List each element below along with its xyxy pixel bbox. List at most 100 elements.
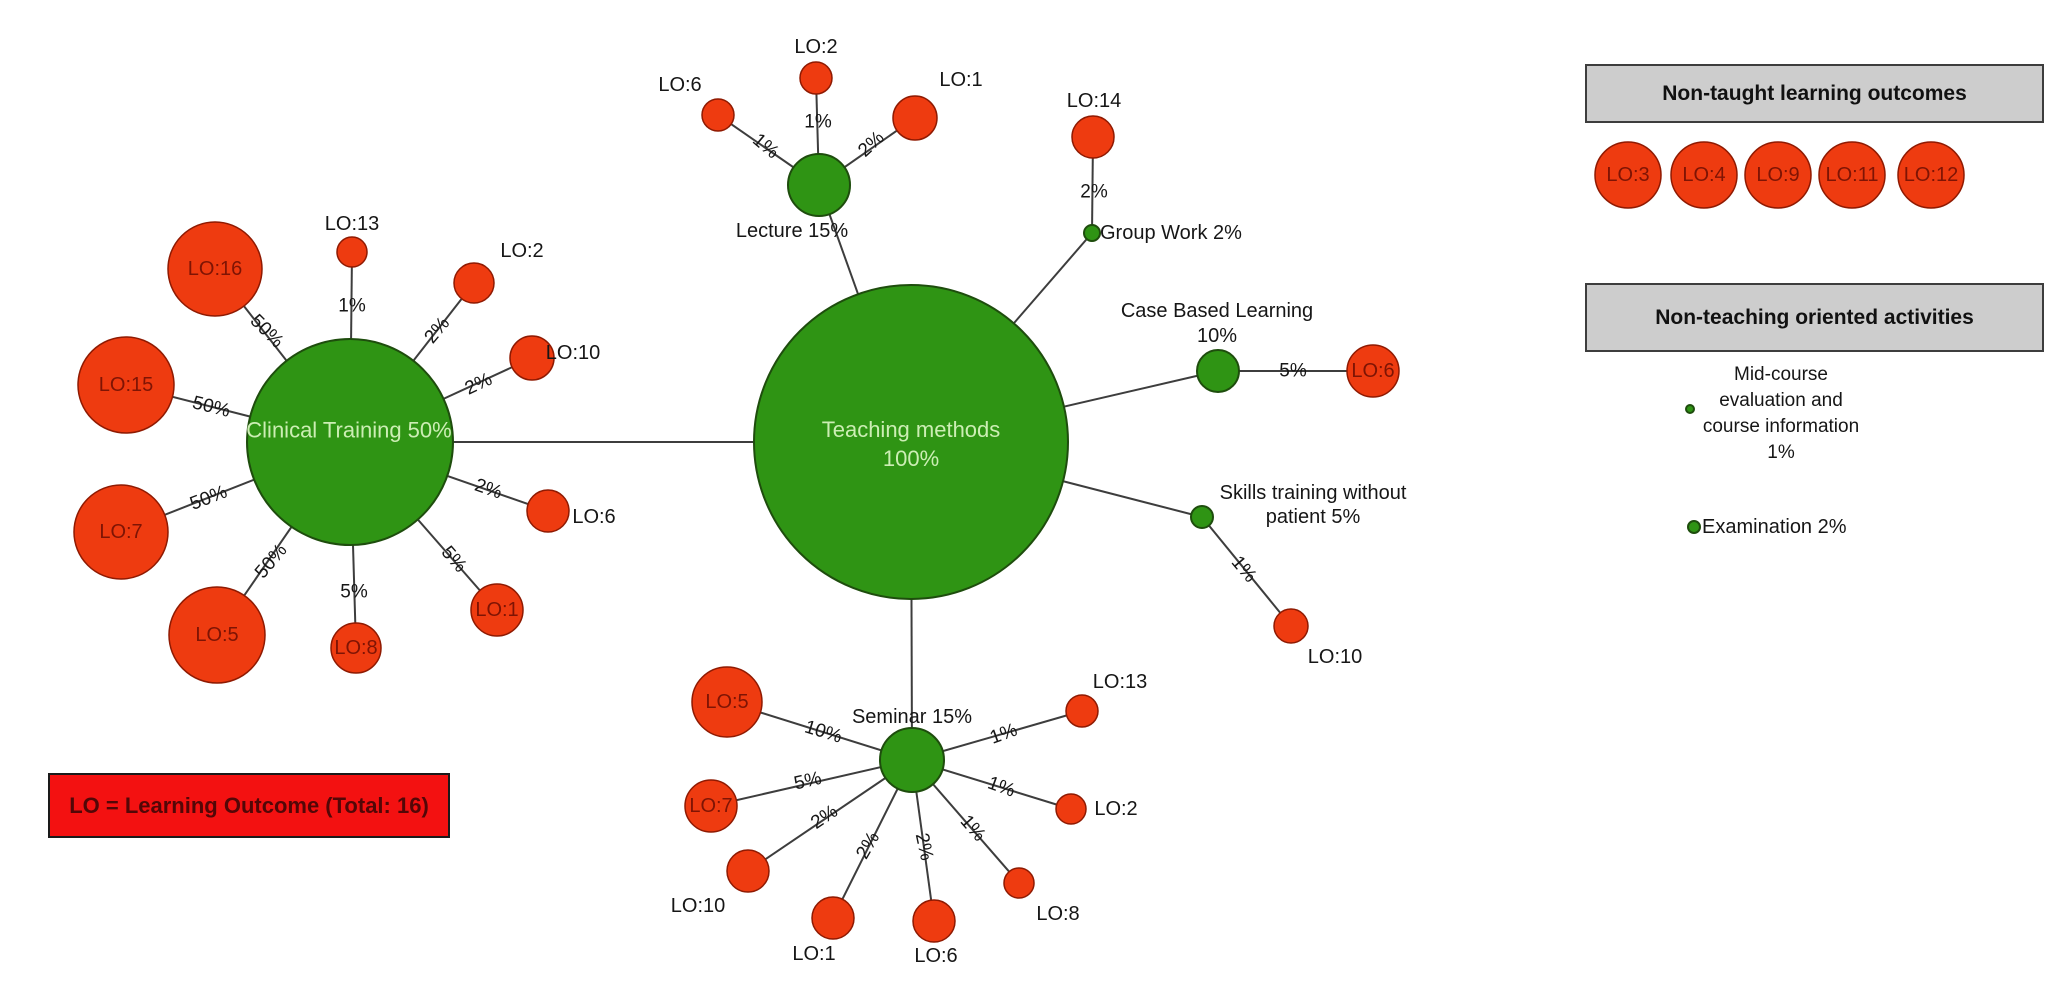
clinical-lo6-label: LO:6 bbox=[572, 506, 616, 528]
seminar-lo8-label: LO:8 bbox=[1036, 903, 1080, 925]
node-clinical-lo6 bbox=[526, 489, 570, 533]
lo-note-box: LO = Learning Outcome (Total: 16) bbox=[48, 773, 450, 838]
red-nodes bbox=[73, 61, 1965, 943]
clinical-training-label: Clinical Training 50% bbox=[246, 417, 452, 443]
node-lecture-lo1 bbox=[892, 95, 938, 141]
clinical-lo1-label: LO:1 bbox=[475, 599, 519, 621]
seminar-lo1-label: LO:1 bbox=[792, 943, 836, 965]
groupwork-lo14-label: LO:14 bbox=[1066, 90, 1122, 112]
case-based-pct: 10% bbox=[1196, 325, 1238, 347]
node-groupwork-lo14 bbox=[1071, 115, 1115, 159]
seminar-lo7-label: LO:7 bbox=[689, 795, 733, 817]
legend-lo3-label: LO:3 bbox=[1606, 164, 1650, 186]
node-teaching-methods bbox=[753, 284, 1069, 600]
lecture-lo6-label: LO:6 bbox=[658, 74, 702, 96]
lo-note-text: LO = Learning Outcome (Total: 16) bbox=[69, 792, 429, 818]
groupwork-lo14-pct: 2% bbox=[1080, 181, 1108, 203]
legend-node-lo4 bbox=[1670, 141, 1738, 209]
lecture-lo2-pct: 1% bbox=[804, 111, 832, 133]
clinical-lo8-label: LO:8 bbox=[334, 637, 378, 659]
legend-non-teaching-title: Non-teaching oriented activities bbox=[1655, 305, 1974, 329]
skills-line1: Skills training without bbox=[1219, 482, 1407, 504]
legend-lo12-label: LO:12 bbox=[1903, 164, 1959, 186]
node-seminar-lo7 bbox=[684, 779, 738, 833]
clinical-lo16-label: LO:16 bbox=[187, 258, 243, 280]
legend-non-taught-box: Non-taught learning outcomes bbox=[1585, 64, 2044, 123]
node-seminar-lo5 bbox=[691, 666, 763, 738]
casebased-lo6-label: LO:6 bbox=[1351, 360, 1395, 382]
case-based-line1: Case Based Learning bbox=[1120, 300, 1314, 322]
seminar-label: Seminar 15% bbox=[851, 706, 973, 728]
seminar-lo10-label: LO:10 bbox=[670, 895, 726, 917]
node-seminar-lo2 bbox=[1055, 793, 1087, 825]
node-lecture bbox=[787, 153, 851, 217]
clinical-lo7-label: LO:7 bbox=[99, 521, 143, 543]
clinical-lo8-pct: 5% bbox=[340, 581, 368, 603]
clinical-lo13-pct: 1% bbox=[338, 295, 366, 317]
node-skills-training bbox=[1190, 505, 1214, 529]
node-seminar-lo8 bbox=[1003, 867, 1035, 899]
legend-node-lo11 bbox=[1818, 141, 1886, 209]
node-clinical-lo8 bbox=[330, 622, 382, 674]
node-clinical-lo1 bbox=[470, 583, 524, 637]
legend-examination-dot bbox=[1687, 520, 1701, 534]
node-clinical-lo10 bbox=[509, 335, 555, 381]
legend-node-lo3 bbox=[1594, 141, 1662, 209]
legend-non-taught-title: Non-taught learning outcomes bbox=[1662, 81, 1967, 105]
legend-node-lo12 bbox=[1897, 141, 1965, 209]
node-clinical-lo15 bbox=[77, 336, 175, 434]
node-seminar-lo6 bbox=[912, 899, 956, 943]
node-case-based-learning bbox=[1196, 349, 1240, 393]
skills-lo10-label: LO:10 bbox=[1307, 646, 1363, 668]
seminar-lo13-label: LO:13 bbox=[1092, 671, 1148, 693]
node-clinical-lo5 bbox=[168, 586, 266, 684]
legend-midcourse-dot bbox=[1685, 404, 1695, 414]
legend-node-lo9 bbox=[1744, 141, 1812, 209]
edge-seminar-lo10 bbox=[747, 759, 913, 872]
node-skills-lo10 bbox=[1273, 608, 1309, 644]
clinical-lo10-label: LO:10 bbox=[545, 342, 601, 364]
node-seminar-lo10 bbox=[726, 849, 770, 893]
clinical-lo5-label: LO:5 bbox=[195, 624, 239, 646]
skills-line2: patient 5% bbox=[1265, 506, 1361, 528]
node-lecture-lo6 bbox=[701, 98, 735, 132]
node-clinical-lo2 bbox=[453, 262, 495, 304]
legend-lo9-label: LO:9 bbox=[1756, 164, 1800, 186]
teaching-methods-line1: Teaching methods bbox=[821, 417, 1001, 442]
node-clinical-training bbox=[246, 338, 454, 546]
seminar-lo2-label: LO:2 bbox=[1094, 798, 1138, 820]
node-seminar-lo1 bbox=[811, 896, 855, 940]
node-casebased-lo6 bbox=[1346, 344, 1400, 398]
seminar-lo6-label: LO:6 bbox=[914, 945, 958, 967]
case-based-label: Case Based Learning 10% bbox=[1121, 299, 1313, 349]
legend-non-teaching-box: Non-teaching oriented activities bbox=[1585, 283, 2044, 352]
clinical-lo15-label: LO:15 bbox=[98, 374, 154, 396]
legend-examination-label: Examination 2% bbox=[1702, 516, 1847, 538]
clinical-lo2-label: LO:2 bbox=[500, 240, 544, 262]
green-nodes bbox=[246, 153, 1701, 793]
node-clinical-lo7 bbox=[73, 484, 169, 580]
node-seminar-lo13 bbox=[1065, 694, 1099, 728]
group-work-label: Group Work 2% bbox=[1100, 222, 1242, 244]
seminar-lo5-label: LO:5 bbox=[705, 691, 749, 713]
lecture-lo2-label: LO:2 bbox=[794, 36, 838, 58]
teaching-methods-pct: 100% bbox=[882, 446, 940, 471]
lecture-lo1-label: LO:1 bbox=[939, 69, 983, 91]
node-clinical-lo16 bbox=[167, 221, 263, 317]
legend-midcourse-label: Mid-course evaluation and course informa… bbox=[1702, 364, 1860, 463]
node-group-work bbox=[1083, 224, 1101, 242]
skills-training-label: Skills training without patient 5% bbox=[1220, 481, 1407, 529]
legend-lo11-label: LO:11 bbox=[1825, 164, 1879, 186]
node-clinical-lo13 bbox=[336, 236, 368, 268]
casebased-lo6-pct: 5% bbox=[1279, 360, 1307, 382]
legend-lo4-label: LO:4 bbox=[1682, 164, 1726, 186]
lecture-label: Lecture 15% bbox=[735, 220, 849, 242]
node-seminar bbox=[879, 727, 945, 793]
teaching-methods-label: Teaching methods 100% bbox=[822, 415, 1001, 473]
edge-seminar-lo7 bbox=[710, 759, 913, 807]
node-lecture-lo2 bbox=[799, 61, 833, 95]
edge-skills-lo10 bbox=[1201, 516, 1292, 627]
clinical-lo13-label: LO:13 bbox=[324, 213, 380, 235]
